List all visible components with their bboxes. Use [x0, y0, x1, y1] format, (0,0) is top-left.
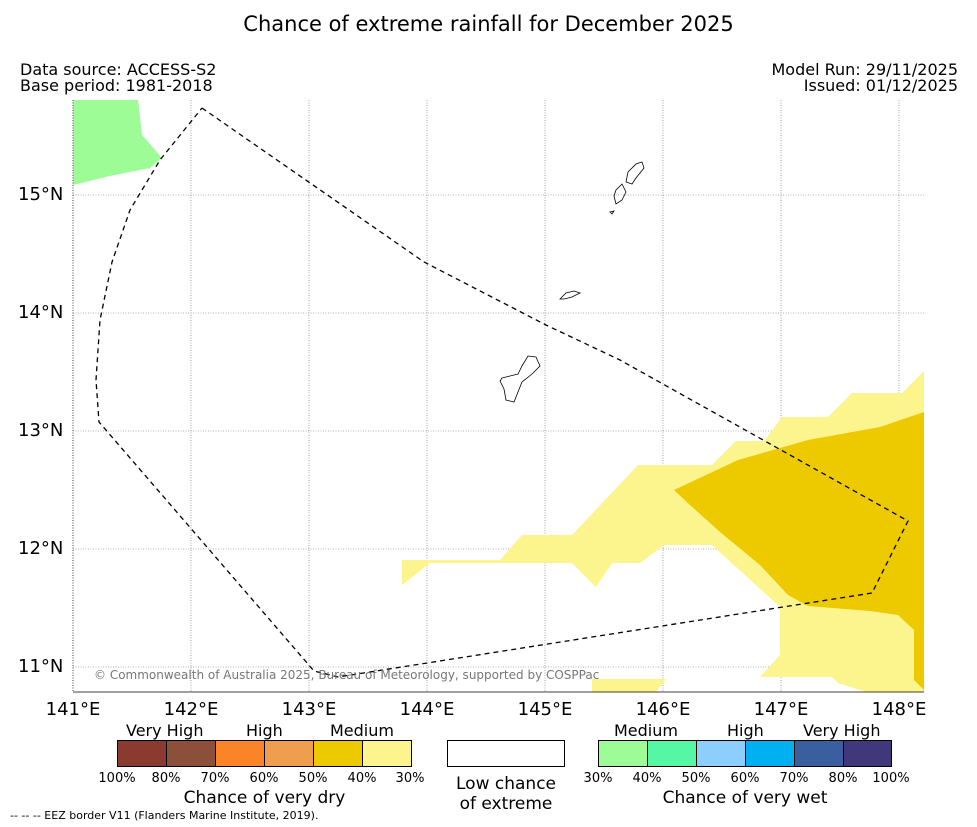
wet-tick: 80% [828, 771, 858, 786]
eez-border [95, 107, 909, 678]
dry-swatch-50-60 [265, 741, 314, 766]
dry-medium-region [674, 412, 924, 690]
dry-swatch-80-100 [118, 741, 167, 766]
wet-heading-medium: Medium [614, 721, 678, 740]
dry-colorbar [117, 740, 412, 767]
wet-medium-region [73, 100, 162, 185]
issued-label: Issued: 01/12/2025 [803, 76, 958, 95]
dry-swatch-40-50 [314, 741, 363, 766]
wet-swatch-60-70 [746, 741, 795, 766]
tinian-island [613, 183, 627, 205]
low-chance-swatch [447, 740, 565, 767]
wet-tick: 30% [583, 771, 613, 786]
wet-swatch-30-40 [599, 741, 648, 766]
lon-label-144e: 144°E [399, 699, 455, 720]
wet-swatch-40-50 [648, 741, 697, 766]
wet-tick: 100% [872, 771, 910, 786]
lon-label-141e: 141°E [45, 699, 101, 720]
low-chance-caption-line2: of extreme [459, 794, 553, 814]
dry-heading-very-high: Very High [126, 721, 204, 740]
model-run-label: Model Run: 29/11/2025 [771, 60, 959, 79]
guam-island [499, 355, 541, 403]
dry-swatch-60-70 [216, 741, 265, 766]
wet-caption: Chance of very wet [662, 788, 828, 808]
wet-heading-high: High [727, 721, 764, 740]
wet-tick: 60% [730, 771, 760, 786]
saipan-island [625, 161, 645, 185]
dry-heading-medium: Medium [330, 721, 394, 740]
dry-heading-high: High [246, 721, 283, 740]
lon-label-143e: 143°E [281, 699, 337, 720]
data-source-label: Data source: ACCESS-S2 [20, 60, 217, 79]
dry-tick: 50% [298, 771, 328, 786]
wet-tick: 40% [632, 771, 662, 786]
lat-label-14n: 14°N [18, 302, 64, 323]
dry-caption: Chance of very dry [183, 788, 346, 808]
dry-tick: 70% [200, 771, 230, 786]
dry-tick: 60% [249, 771, 279, 786]
eez-border-note: -- -- -- EEZ border V11 (Flanders Marine… [10, 809, 319, 822]
dry-swatch-70-80 [167, 741, 216, 766]
aguijan-island [609, 210, 615, 215]
wet-tick: 50% [681, 771, 711, 786]
lon-label-142e: 142°E [163, 699, 219, 720]
wet-swatch-70-80 [795, 741, 844, 766]
wet-tick: 70% [779, 771, 809, 786]
dry-tick: 30% [395, 771, 425, 786]
lon-label-148e: 148°E [871, 699, 927, 720]
wet-colorbar [598, 740, 892, 767]
dry-tick: 100% [98, 771, 136, 786]
lat-label-12n: 12°N [18, 538, 64, 559]
low-chance-caption-line1: Low chance [456, 774, 556, 794]
base-period-label: Base period: 1981-2018 [20, 76, 213, 95]
dry-tick: 40% [347, 771, 377, 786]
lon-label-146e: 146°E [635, 699, 691, 720]
wet-swatch-50-60 [697, 741, 746, 766]
lon-label-145e: 145°E [517, 699, 573, 720]
wet-heading-very-high: Very High [803, 721, 881, 740]
rota-island [559, 290, 582, 300]
islands [499, 161, 645, 403]
dry-medium-light-patch [592, 679, 666, 692]
lat-label-15n: 15°N [18, 184, 64, 205]
map-title: Chance of extreme rainfall for December … [243, 12, 734, 36]
dry-swatch-30-40 [363, 741, 411, 766]
wet-swatch-80-100 [844, 741, 891, 766]
copyright-notice: © Commonwealth of Australia 2025, Bureau… [94, 668, 600, 682]
dry-tick: 80% [151, 771, 181, 786]
lon-label-147e: 147°E [753, 699, 809, 720]
lat-label-13n: 13°N [18, 420, 64, 441]
lat-label-11n: 11°N [18, 656, 64, 677]
